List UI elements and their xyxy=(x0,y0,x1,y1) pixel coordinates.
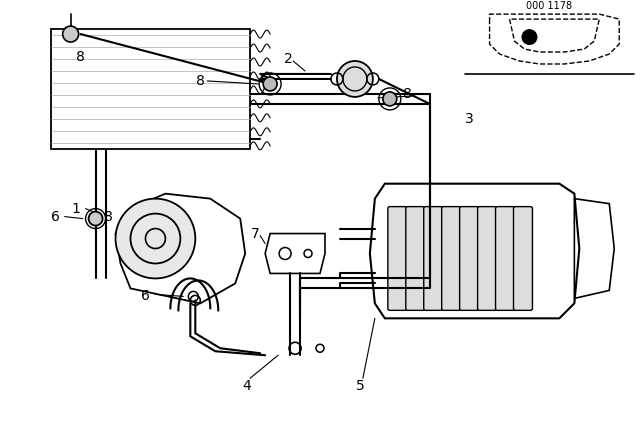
FancyBboxPatch shape xyxy=(406,207,425,310)
Circle shape xyxy=(263,77,277,91)
Circle shape xyxy=(116,198,195,279)
Text: 6: 6 xyxy=(141,289,150,303)
FancyBboxPatch shape xyxy=(424,207,443,310)
FancyBboxPatch shape xyxy=(460,207,479,310)
Text: 000 1178: 000 1178 xyxy=(526,1,572,11)
Text: 8: 8 xyxy=(403,87,412,101)
Bar xyxy=(51,29,250,149)
FancyBboxPatch shape xyxy=(442,207,461,310)
Circle shape xyxy=(88,211,102,226)
Text: 3: 3 xyxy=(465,112,474,126)
Circle shape xyxy=(63,26,79,42)
Text: 5: 5 xyxy=(356,379,364,393)
FancyBboxPatch shape xyxy=(513,207,532,310)
Circle shape xyxy=(522,29,538,45)
FancyBboxPatch shape xyxy=(495,207,515,310)
Text: 8: 8 xyxy=(104,210,113,224)
Text: 4: 4 xyxy=(242,379,251,393)
FancyBboxPatch shape xyxy=(477,207,497,310)
Text: 1: 1 xyxy=(71,202,80,215)
Circle shape xyxy=(337,61,373,97)
Circle shape xyxy=(383,92,397,106)
FancyBboxPatch shape xyxy=(388,207,407,310)
Text: 2: 2 xyxy=(284,52,292,66)
Text: 6: 6 xyxy=(51,210,60,224)
Text: 8: 8 xyxy=(196,74,205,88)
Text: 8: 8 xyxy=(76,50,85,64)
Text: 7: 7 xyxy=(251,227,260,241)
